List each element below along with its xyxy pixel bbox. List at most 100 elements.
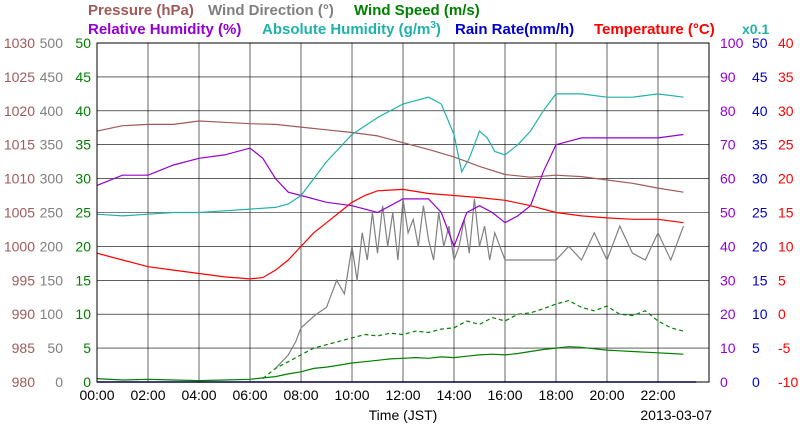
- y-tick-label-wind-speed: 5: [83, 340, 91, 356]
- y-tick-label-rh: 50: [720, 205, 736, 221]
- y-tick-label-pressure: 1030: [4, 35, 35, 51]
- y-tick-label-pressure: 1000: [4, 238, 35, 254]
- x-tick-label: 04:00: [181, 387, 216, 403]
- y-tick-label-wind-dir: 100: [40, 306, 64, 322]
- x-tick-label: 08:00: [283, 387, 318, 403]
- y-tick-label-wind-dir: 450: [40, 69, 64, 85]
- legend-rh: Relative Humidity (%): [88, 21, 241, 38]
- x-tick-label: 02:00: [130, 387, 165, 403]
- y-tick-label-wind-dir: 500: [40, 35, 64, 51]
- y-tick-label-temp: 10: [778, 238, 794, 254]
- x-tick-label: 20:00: [589, 387, 624, 403]
- y-tick-label-rh: 80: [720, 103, 736, 119]
- y-tick-label-rain: 10: [752, 306, 768, 322]
- y-tick-label-wind-dir: 250: [40, 205, 64, 221]
- y-tick-label-wind-dir: 0: [55, 374, 63, 390]
- legend-rain: Rain Rate(mm/h): [455, 21, 574, 38]
- y-tick-label-rh: 70: [720, 137, 736, 153]
- x-axis-label: Time (JST): [369, 407, 438, 423]
- y-tick-label-wind-dir: 300: [40, 171, 64, 187]
- y-tick-label-wind-speed: 15: [75, 272, 91, 288]
- y-tick-label-temp: 0: [778, 306, 786, 322]
- y-tick-label-pressure: 990: [12, 306, 36, 322]
- y-tick-label-rh: 30: [720, 272, 736, 288]
- y-tick-label-wind-dir: 200: [40, 238, 64, 254]
- y-tick-label-rain: 40: [752, 103, 768, 119]
- y-tick-label-wind-dir: 350: [40, 137, 64, 153]
- y-tick-label-wind-dir: 50: [47, 340, 63, 356]
- y-tick-label-pressure: 980: [12, 374, 36, 390]
- series-rh: [96, 133, 684, 249]
- y-tick-label-rain: 35: [752, 137, 768, 153]
- x-tick-label: 16:00: [487, 387, 522, 403]
- legend-abs-hum: Absolute Humidity (g/m3): [262, 20, 441, 38]
- y-tick-label-pressure: 1020: [4, 103, 35, 119]
- y-tick-label-temp: 30: [778, 103, 794, 119]
- y-tick-label-wind-speed: 20: [75, 238, 91, 254]
- y-tick-label-rh: 10: [720, 340, 736, 356]
- x-tick-label: 00:00: [79, 387, 114, 403]
- y-tick-label-pressure: 1005: [4, 205, 35, 221]
- y-tick-label-rh: 100: [720, 35, 744, 51]
- y-tick-label-temp: -5: [778, 340, 791, 356]
- y-axes: 9809859909951000100510101015102010251030…: [4, 35, 799, 390]
- y-tick-label-temp: 40: [778, 35, 794, 51]
- grid: [97, 43, 709, 382]
- y-tick-label-wind-speed: 0: [83, 374, 91, 390]
- y-tick-label-wind-speed: 35: [75, 137, 91, 153]
- y-tick-label-pressure: 1015: [4, 137, 35, 153]
- series-wind-gust: [262, 299, 684, 380]
- y-tick-label-rain: 45: [752, 69, 768, 85]
- y-tick-label-rain: 25: [752, 205, 768, 221]
- x-tick-label: 14:00: [436, 387, 471, 403]
- y-tick-label-rain: 5: [752, 340, 760, 356]
- legend-wind-speed: Wind Speed (m/s): [354, 2, 480, 19]
- y-tick-label-rain: 15: [752, 272, 768, 288]
- y-tick-label-rain: 20: [752, 238, 768, 254]
- y-tick-label-wind-dir: 400: [40, 103, 64, 119]
- y-tick-label-temp: 15: [778, 205, 794, 221]
- y-tick-label-wind-speed: 50: [75, 35, 91, 51]
- y-tick-label-rh: 0: [720, 374, 728, 390]
- series-abs-hum: [96, 93, 684, 217]
- y-tick-label-wind-speed: 25: [75, 205, 91, 221]
- y-tick-label-wind-speed: 45: [75, 69, 91, 85]
- legend: Pressure (hPa) Wind Direction (°) Wind Spe…: [88, 2, 769, 38]
- y-tick-label-wind-dir: 150: [40, 272, 64, 288]
- x-tick-label: 06:00: [232, 387, 267, 403]
- series-temp: [96, 188, 684, 280]
- y-tick-label-pressure: 985: [12, 340, 36, 356]
- y-tick-label-wind-speed: 10: [75, 306, 91, 322]
- y-tick-label-rh: 90: [720, 69, 736, 85]
- series-wind-speed: [96, 346, 684, 382]
- y-tick-label-rain: 30: [752, 171, 768, 187]
- y-tick-label-pressure: 995: [12, 272, 36, 288]
- legend-wind-dir: Wind Direction (°): [208, 2, 334, 19]
- y-tick-label-temp: 20: [778, 171, 794, 187]
- scale-note: x0.1: [742, 21, 769, 37]
- y-tick-label-wind-speed: 40: [75, 103, 91, 119]
- y-tick-label-temp: 5: [778, 272, 786, 288]
- chart-date: 2013-03-07: [640, 407, 712, 423]
- y-tick-label-rh: 40: [720, 238, 736, 254]
- x-tick-label: 18:00: [538, 387, 573, 403]
- y-tick-label-rain: 0: [752, 374, 760, 390]
- series-pressure: [96, 120, 684, 193]
- y-tick-label-temp: -10: [778, 374, 798, 390]
- x-tick-label: 10:00: [334, 387, 369, 403]
- legend-temp: Temperature (°C): [594, 21, 715, 38]
- y-tick-label-pressure: 1025: [4, 69, 35, 85]
- x-axis-ticks: 00:00 02:00 04:00 06:00 08:00 10:00 12:00 14:00…: [79, 387, 675, 403]
- y-tick-label-rain: 50: [752, 35, 768, 51]
- series-wind-dir: [275, 198, 685, 369]
- plot-frame: [96, 42, 710, 383]
- y-tick-label-rh: 20: [720, 306, 736, 322]
- y-tick-label-temp: 35: [778, 69, 794, 85]
- y-tick-label-temp: 25: [778, 137, 794, 153]
- x-tick-label: 12:00: [385, 387, 420, 403]
- y-tick-label-wind-speed: 30: [75, 171, 91, 187]
- legend-pressure: Pressure (hPa): [88, 2, 194, 19]
- x-tick-label: 22:00: [640, 387, 675, 403]
